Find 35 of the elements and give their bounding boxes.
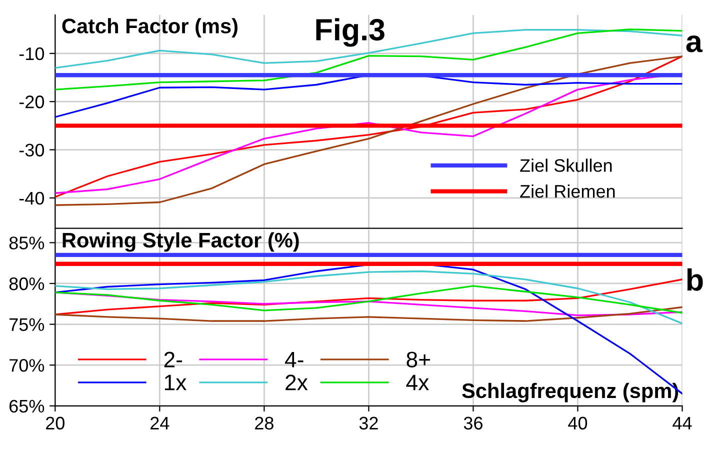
x-axis-title: Schlagfrequenz (spm) (462, 382, 678, 402)
line-series (55, 270, 682, 324)
x-tick-label: 40 (568, 416, 588, 430)
line-series (55, 306, 682, 322)
y-tick-label: 75% (10, 318, 44, 332)
line-series (55, 74, 682, 118)
annotation: Fig.3 (316, 18, 384, 47)
y-tick-label: 65% (10, 400, 44, 413)
legend-label: 1x (164, 374, 186, 390)
text: b (687, 268, 703, 291)
y-tick-label: -10 (19, 47, 44, 60)
line-series (55, 278, 682, 316)
x-tick-label: 24 (150, 416, 170, 430)
legend-label: 2x (286, 374, 308, 390)
legend-label: 2- (164, 352, 182, 368)
x-tick-label: 28 (255, 416, 274, 430)
chart-title: Catch Factor (ms) (62, 18, 238, 38)
x-tick-label: 44 (672, 416, 692, 430)
legend-label: 4- (285, 352, 304, 368)
line-series (55, 285, 682, 314)
legend-label: Ziel Skullen (520, 158, 612, 172)
x-tick-label: 36 (464, 416, 482, 430)
x-tick-label: 20 (46, 416, 64, 430)
chart-title: Rowing Style Factor (%) (62, 232, 299, 252)
legend-label: Ziel Riemen (520, 184, 615, 198)
y-tick-label: 85% (9, 236, 44, 250)
y-tick-label: -40 (19, 192, 44, 205)
y-tick-label: -20 (19, 96, 44, 108)
legend-label: 8+ (406, 352, 430, 368)
legend-label: 4x (406, 374, 429, 390)
text: a (686, 36, 703, 52)
x-tick-label: 32 (359, 416, 378, 430)
y-tick-label: -30 (19, 144, 44, 156)
y-tick-label: 80% (9, 277, 44, 290)
y-tick-label: 70% (10, 359, 44, 372)
